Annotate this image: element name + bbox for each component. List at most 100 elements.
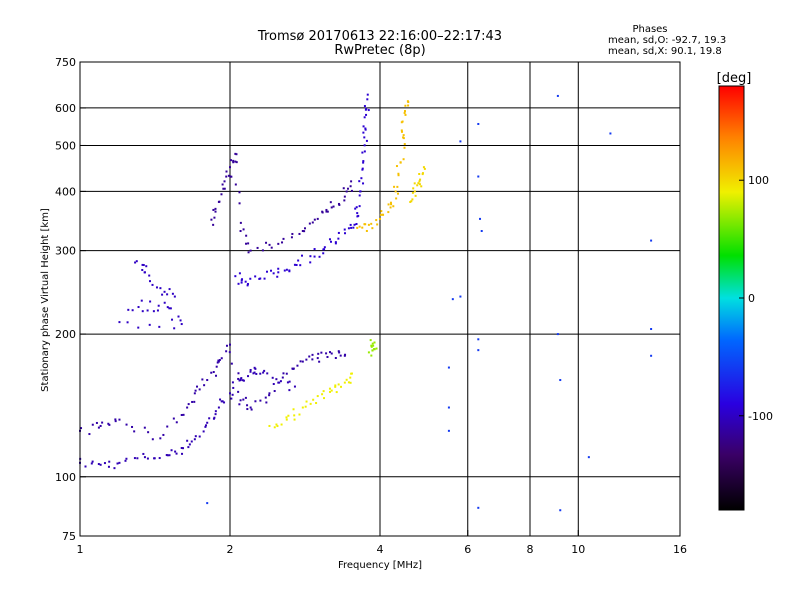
echo-point [234, 160, 237, 163]
echo-point [213, 216, 216, 219]
echo-point [194, 389, 197, 392]
echo-point [313, 218, 316, 221]
echo-point [362, 160, 365, 163]
echo-point [419, 178, 422, 181]
echo-point [201, 378, 204, 381]
echo-point [124, 459, 127, 462]
echo-point [166, 425, 169, 428]
echo-point [361, 151, 364, 154]
echo-point [151, 438, 154, 441]
echo-point [273, 390, 276, 393]
echo-point [334, 385, 337, 388]
echo-point [303, 230, 306, 233]
echo-point [330, 240, 333, 243]
echo-point [220, 193, 223, 196]
trace-f-region-x-trace [356, 100, 410, 232]
echo-point [406, 100, 409, 103]
x-tick-label: 6 [464, 543, 471, 556]
echo-point [103, 462, 106, 465]
echo-point [343, 354, 346, 357]
x-tick-label: 8 [527, 543, 534, 556]
echo-point [421, 172, 424, 175]
echo-point [268, 392, 271, 395]
echo-point [191, 400, 194, 403]
echo-point [402, 134, 405, 137]
echo-point [179, 319, 182, 322]
echo-point [399, 161, 402, 164]
echo-point [214, 207, 217, 210]
echo-point [370, 345, 373, 348]
echo-point [316, 217, 319, 220]
echo-point [135, 260, 138, 263]
echo-point [230, 362, 233, 365]
phase-stats-heading: Phases [632, 24, 667, 35]
echo-point [99, 424, 102, 427]
echo-point [313, 255, 316, 258]
x-tick-label: 4 [377, 543, 384, 556]
echo-point [337, 237, 340, 240]
echo-point [264, 396, 267, 399]
trace-f-region-o-spread [210, 152, 353, 254]
y-axis-ticks: 75 100 200 300 400 500 600 750 [55, 56, 86, 543]
echo-point [350, 189, 353, 192]
echo-point [113, 467, 116, 470]
echo-point [362, 125, 365, 128]
echo-point [232, 159, 235, 162]
echo-point [206, 421, 209, 424]
echo-point [214, 410, 217, 413]
echo-point [157, 304, 160, 307]
echo-point [332, 205, 335, 208]
chart-title: Tromsø 20170613 22:16:00–22:17:43 [257, 29, 502, 44]
echo-point [325, 208, 328, 211]
echo-point [173, 327, 176, 330]
echo-point [237, 390, 240, 393]
echo-point [173, 295, 176, 298]
echo-point [363, 144, 366, 147]
echo-point [367, 351, 370, 354]
x-tick-label: 1 [77, 543, 84, 556]
echo-point [114, 418, 117, 421]
echo-point [202, 430, 205, 433]
echo-point [213, 416, 216, 419]
trace-scattered-echoes [206, 94, 653, 512]
echo-point [220, 357, 223, 360]
echo-point [411, 198, 414, 201]
echo-point [161, 293, 164, 296]
echo-point [301, 230, 304, 233]
echo-point [239, 399, 242, 402]
echo-point [367, 223, 370, 226]
echo-point [367, 109, 370, 112]
echo-point [403, 110, 406, 113]
echo-point [223, 187, 226, 190]
echo-point [650, 239, 653, 242]
x-tick-label: 10 [571, 543, 585, 556]
echo-point [349, 376, 352, 379]
echo-point [246, 282, 249, 285]
echo-point [308, 355, 311, 358]
echo-point [350, 226, 353, 229]
echo-point [477, 175, 480, 178]
echo-point [407, 104, 410, 107]
echo-point [146, 457, 149, 460]
echo-point [223, 180, 226, 183]
echo-point [268, 243, 271, 246]
echo-point [395, 197, 398, 200]
echo-point [300, 254, 303, 257]
echo-point [382, 213, 385, 216]
echo-point [193, 438, 196, 441]
data-points [79, 93, 653, 512]
echo-point [206, 379, 209, 382]
echo-point [357, 214, 360, 217]
echo-point [364, 127, 367, 130]
echo-point [322, 252, 325, 255]
echo-point [80, 427, 83, 430]
echo-point [347, 381, 350, 384]
echo-point [375, 219, 378, 222]
echo-point [282, 237, 285, 240]
echo-point [249, 249, 252, 252]
echo-point [247, 251, 250, 254]
echo-point [402, 136, 405, 139]
echo-point [241, 278, 244, 281]
echo-point [131, 309, 134, 312]
echo-point [356, 212, 359, 215]
